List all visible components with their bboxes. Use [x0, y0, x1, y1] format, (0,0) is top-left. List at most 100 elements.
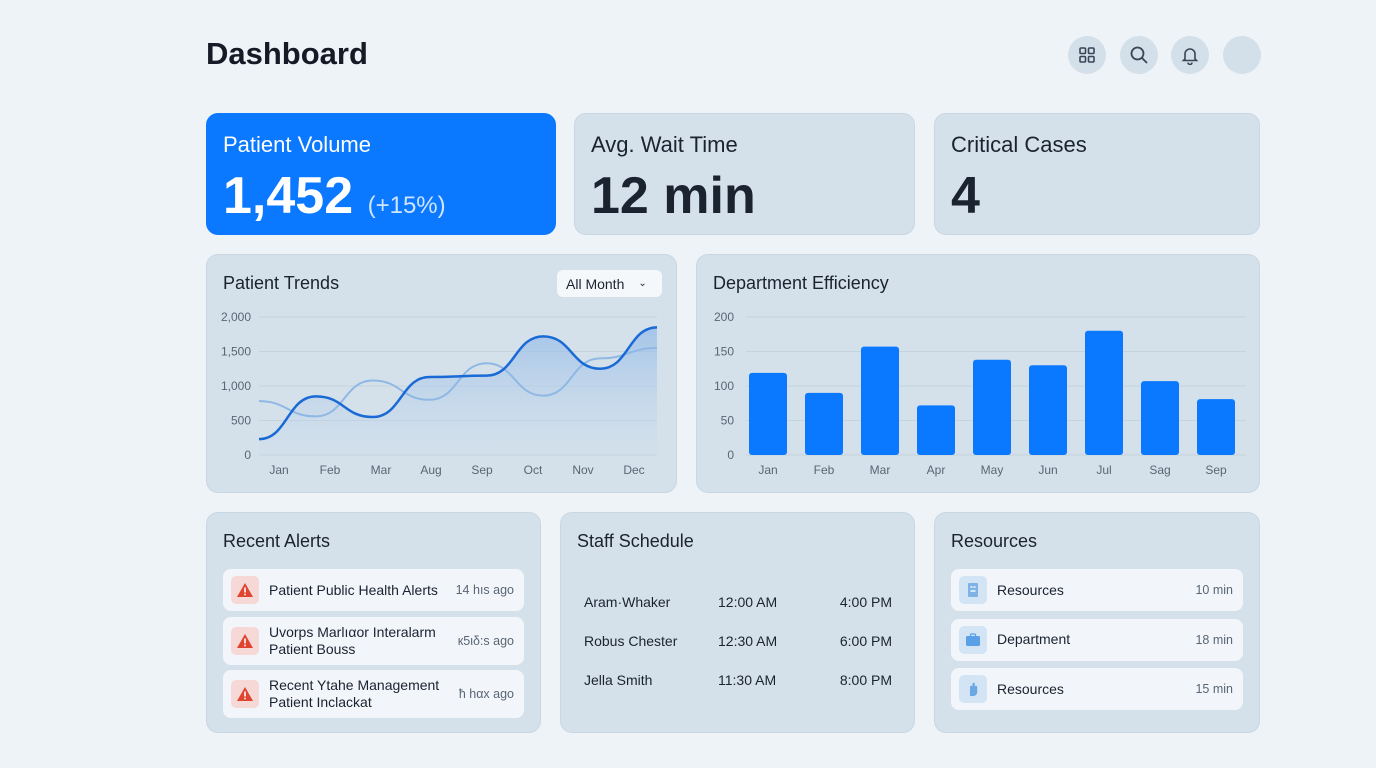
series-area: [259, 327, 657, 455]
x-tick-label: Mar: [371, 463, 392, 477]
resource-time: 18 min: [1195, 632, 1233, 647]
bar: [1141, 381, 1179, 455]
y-tick-label: 50: [721, 414, 735, 428]
y-tick-label: 500: [231, 414, 251, 428]
bar: [861, 346, 899, 455]
x-tick-label: Nov: [572, 463, 593, 477]
x-tick-label: May: [981, 463, 1004, 477]
staff-name: Robus Chester: [584, 633, 678, 649]
hand-icon: [959, 675, 987, 703]
kpi-value: 12 min: [591, 167, 756, 225]
y-tick-label: 2,000: [221, 310, 251, 324]
shift-start: 12:00 AM: [718, 594, 778, 610]
alert-subtitle: Patient Inclackat: [269, 694, 372, 710]
alert-title: Uvorps Marlıαor Interalarm: [269, 624, 436, 640]
shift-end: 8:00 PM: [839, 672, 892, 688]
shift-start: 12:30 AM: [718, 633, 778, 649]
kpi-patient-volume: Patient Volume 1,452 (+15%): [206, 113, 556, 235]
bar: [917, 405, 955, 455]
x-tick-label: Feb: [320, 463, 341, 477]
filter-value: All Month: [566, 275, 625, 292]
bar: [805, 392, 843, 455]
card-title: Patient Trends: [223, 273, 340, 293]
building-icon: [959, 576, 987, 604]
alert-text: Uvorps Marlıαor Interalarm Patient Bouss: [269, 624, 458, 658]
x-tick-label: Jun: [1038, 463, 1057, 477]
grid-button[interactable]: [1068, 36, 1106, 74]
x-tick-label: Mar: [870, 463, 891, 477]
y-tick-label: 0: [244, 448, 251, 462]
search-button[interactable]: [1120, 36, 1158, 74]
y-tick-label: 100: [714, 379, 734, 393]
shift-end: 6:00 PM: [839, 633, 892, 649]
shift-start: 11:30 AM: [718, 672, 777, 688]
kpi-critical-cases: Critical Cases 4: [934, 113, 1260, 235]
x-tick-label: Sep: [471, 463, 493, 477]
staff-name: Jella Smith: [584, 672, 653, 688]
chevron-down-icon: ⌄: [638, 278, 647, 289]
warning-icon: [231, 680, 259, 708]
warning-icon: [231, 627, 259, 655]
y-tick-label: 1,000: [221, 379, 251, 393]
grid-icon: [1079, 47, 1095, 63]
month-filter-dropdown[interactable]: All Month ⌄: [557, 270, 662, 297]
alert-item[interactable]: Patient Public Health Alerts 14 hıs ago: [223, 569, 524, 611]
resource-time: 15 min: [1195, 682, 1233, 696]
bar: [1197, 399, 1235, 455]
staff-schedule-card: Staff Schedule Aram·Whaker 12:00 AM 4:00 P…: [560, 512, 915, 733]
notifications-button[interactable]: [1171, 36, 1209, 74]
bar: [973, 359, 1011, 455]
alert-item[interactable]: Recent Ytahe Management Patient Inclackat…: [223, 670, 524, 718]
x-tick-label: Aug: [420, 463, 441, 477]
x-tick-label: Oct: [524, 463, 543, 477]
staff-name: Aram·Whaker: [584, 594, 671, 610]
kpi-label: Critical Cases: [951, 132, 1087, 157]
page-title: Dashboard: [206, 36, 368, 71]
x-tick-label: Jan: [269, 463, 288, 477]
kpi-value: 1,452 (+15%): [223, 166, 446, 226]
card-title: Staff Schedule: [577, 531, 694, 551]
resource-item[interactable]: Resources 10 min: [951, 569, 1243, 611]
alert-time: к5ιδ:s ago: [457, 634, 514, 648]
resources-card: Resources Resources 10 min Department 18 mi…: [934, 512, 1260, 733]
x-tick-label: Sep: [1205, 463, 1227, 477]
x-tick-label: Dec: [623, 463, 644, 477]
resource-item[interactable]: Department 18 min: [951, 618, 1243, 661]
patient-trends-chart: 0 500 1,000 1,500 2,000 Jan Feb Mar Aug Sep Oct Nov…: [221, 310, 658, 477]
y-tick-label: 0: [727, 448, 734, 462]
x-tick-label: Sag: [1149, 463, 1170, 477]
warning-icon: [231, 576, 259, 604]
bar: [1029, 365, 1067, 455]
resource-label: Resources: [997, 680, 1064, 697]
recent-alerts-card: Recent Alerts Patient Public Health Aler…: [206, 512, 541, 733]
kpi-label: Avg. Wait Time: [591, 132, 738, 157]
x-tick-label: Apr: [927, 463, 946, 477]
department-efficiency-chart: 0 50 100 150 200 Jan Feb Mar Apr May Jun Jul Sag Sep: [714, 310, 1246, 477]
search-icon: [1130, 46, 1148, 64]
x-tick-label: Jan: [758, 463, 777, 477]
alert-text: Recent Ytahe Management Patient Inclackat: [269, 677, 459, 711]
y-tick-label: 150: [714, 345, 734, 359]
resource-item[interactable]: Resources 15 min: [951, 668, 1243, 710]
x-tick-label: Jul: [1096, 463, 1111, 477]
kpi-delta: (+15%): [367, 192, 446, 219]
card-title: Resources: [951, 531, 1038, 551]
resource-label: Department: [997, 631, 1071, 647]
kpi-value: 4: [951, 167, 980, 225]
briefcase-icon: [959, 625, 987, 654]
kpi-number: 1,452: [223, 167, 354, 225]
resource-time: 10 min: [1195, 583, 1233, 597]
shift-end: 4:00 PM: [839, 594, 892, 610]
alert-title: Recent Ytahe Management: [269, 677, 440, 693]
alert-time: ħ hαx ago: [458, 687, 514, 701]
alert-subtitle: Patient Bouss: [269, 641, 356, 657]
y-tick-label: 200: [714, 310, 734, 324]
alert-title: Patient Public Health Alerts: [269, 581, 438, 598]
card-title: Department Efficiency: [713, 273, 889, 293]
bar: [1085, 330, 1123, 455]
avatar[interactable]: [1223, 36, 1261, 74]
x-tick-label: Feb: [814, 463, 835, 477]
resource-label: Resources: [997, 581, 1064, 598]
alert-text: Patient Public Health Alerts: [269, 582, 456, 599]
alert-item[interactable]: Uvorps Marlıαor Interalarm Patient Bouss к…: [223, 617, 524, 665]
